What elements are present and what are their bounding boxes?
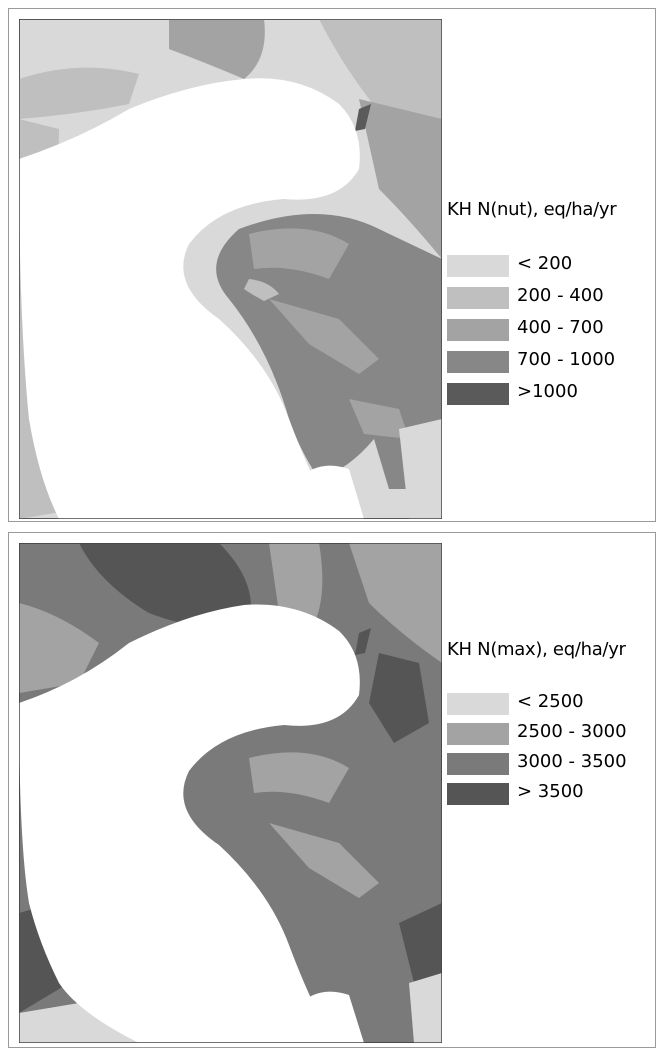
deposition-map-nut: [19, 19, 442, 519]
legend-swatch: [447, 351, 509, 373]
legend-swatch: [447, 319, 509, 341]
legend-swatch: [447, 383, 509, 405]
legend-label: > 3500: [517, 781, 584, 802]
legend-label: 700 - 1000: [517, 349, 616, 370]
map-panel-nut: KH N(nut), eq/ha/yr < 200 200 - 400 400 …: [8, 8, 656, 522]
deposition-map-max: [19, 543, 442, 1043]
legend-label: 3000 - 3500: [517, 751, 627, 772]
legend-swatch: [447, 753, 509, 775]
legend-label: 2500 - 3000: [517, 721, 627, 742]
legend-label: < 200: [517, 253, 573, 274]
legend-label: 400 - 700: [517, 317, 604, 338]
legend-title-max: KH N(max), eq/ha/yr: [447, 639, 626, 660]
legend-title-nut: KH N(nut), eq/ha/yr: [447, 199, 617, 220]
legend-swatch: [447, 693, 509, 715]
legend-swatch: [447, 783, 509, 805]
legend-label: 200 - 400: [517, 285, 604, 306]
legend-label: < 2500: [517, 691, 584, 712]
legend-label: >1000: [517, 381, 578, 402]
legend-swatch: [447, 255, 509, 277]
legend-swatch: [447, 723, 509, 745]
map-panel-max: KH N(max), eq/ha/yr < 2500 2500 - 3000 3…: [8, 532, 656, 1048]
legend-swatch: [447, 287, 509, 309]
